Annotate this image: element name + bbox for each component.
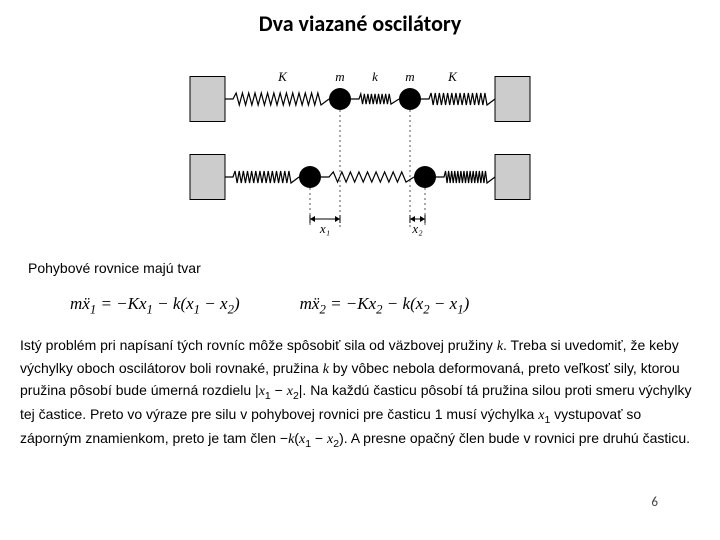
svg-text:x₁: x₁	[319, 221, 330, 236]
svg-text:k: k	[372, 69, 378, 84]
svg-text:m: m	[335, 69, 344, 84]
equations-row: mẍ1 = −Kx1 − k(x1 − x2) mẍ2 = −Kx2 − k(x…	[0, 284, 720, 335]
page-number: 6	[651, 495, 658, 510]
equation-1: mẍ1 = −Kx1 − k(x1 − x2)	[70, 294, 240, 317]
coupled-oscillators-diagram: Km k m Kx₁ x₂	[180, 67, 540, 242]
page-title: Dva viazané oscilátory	[0, 0, 720, 47]
svg-text:K: K	[447, 69, 458, 84]
svg-text:m: m	[405, 69, 414, 84]
equations-intro: Pohybové rovnice majú tvar	[0, 252, 720, 284]
diagram-container: Km k m Kx₁ x₂	[0, 47, 720, 252]
equation-2: mẍ2 = −Kx2 − k(x2 − x1)	[300, 294, 470, 317]
explanatory-paragraph: Istý problém pri napísaní tých rovníc mô…	[0, 335, 720, 452]
svg-text:x₂: x₂	[411, 221, 423, 236]
svg-text:K: K	[277, 69, 288, 84]
